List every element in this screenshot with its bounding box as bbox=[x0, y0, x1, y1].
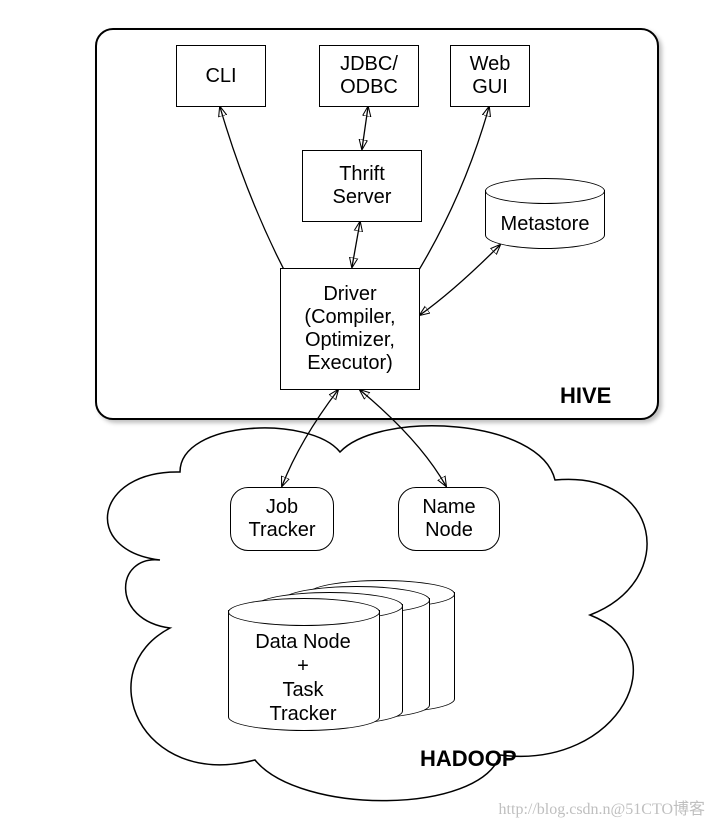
node-cli: CLI bbox=[176, 45, 266, 107]
hadoop-label-text: HADOOP bbox=[420, 746, 517, 771]
hive-label: HIVE bbox=[560, 383, 611, 409]
node-thrift: Thrift Server bbox=[302, 150, 422, 222]
hadoop-label: HADOOP bbox=[420, 746, 517, 772]
node-namenode: Name Node bbox=[398, 487, 500, 551]
node-namenode-label: Name Node bbox=[422, 496, 475, 542]
node-datanode-label: Data Node + Task Tracker bbox=[255, 631, 351, 725]
watermark-text: http://blog.csdn.n@51CTO博客 bbox=[499, 795, 705, 819]
hive-label-text: HIVE bbox=[560, 383, 611, 408]
node-jobtracker: Job Tracker bbox=[230, 487, 334, 551]
node-jdbc-label: JDBC/ ODBC bbox=[340, 53, 398, 99]
node-driver-label: Driver (Compiler, Optimizer, Executor) bbox=[304, 283, 395, 375]
node-webgui: Web GUI bbox=[450, 45, 530, 107]
node-driver: Driver (Compiler, Optimizer, Executor) bbox=[280, 268, 420, 390]
node-webgui-label: Web GUI bbox=[470, 53, 511, 99]
diagram-canvas: CLI JDBC/ ODBC Web GUI Thrift Server Dri… bbox=[0, 0, 725, 827]
watermark-value: http://blog.csdn.n@51CTO博客 bbox=[499, 801, 705, 818]
node-jdbc: JDBC/ ODBC bbox=[319, 45, 419, 107]
node-datanode: Data Node + Task Tracker bbox=[228, 580, 453, 730]
node-jobtracker-label: Job Tracker bbox=[248, 496, 315, 542]
node-metastore-label: Metastore bbox=[501, 213, 590, 235]
node-metastore: Metastore bbox=[485, 178, 605, 250]
node-cli-label: CLI bbox=[205, 65, 236, 88]
node-thrift-label: Thrift Server bbox=[333, 163, 392, 209]
